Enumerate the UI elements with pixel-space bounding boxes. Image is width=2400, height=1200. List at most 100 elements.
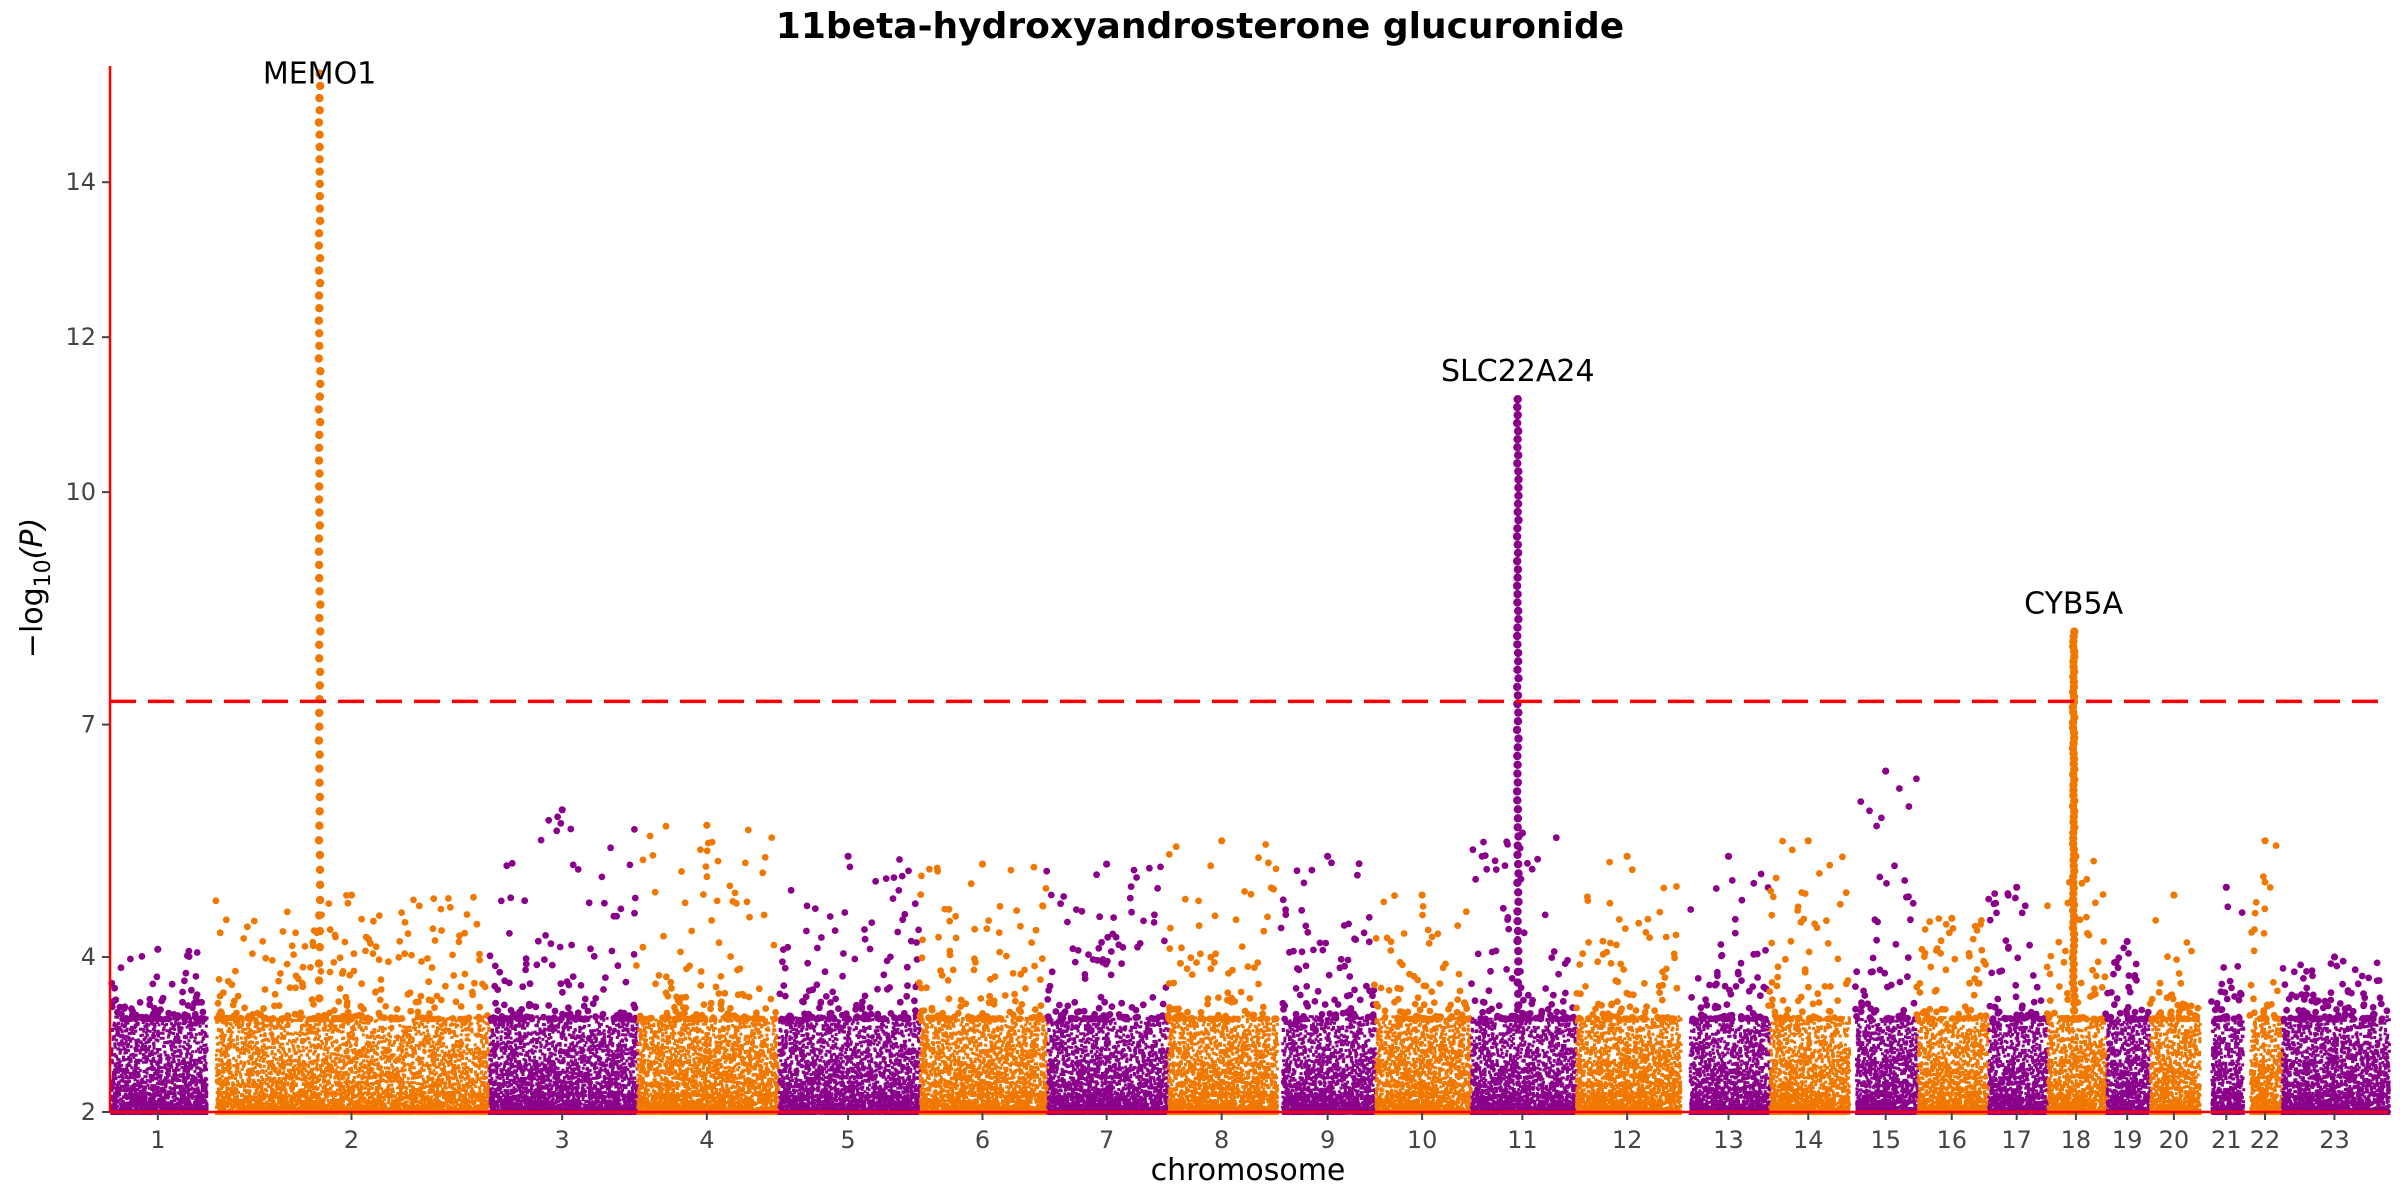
snp-point bbox=[781, 992, 789, 1000]
snp-point bbox=[213, 1014, 221, 1022]
snp-point bbox=[1726, 986, 1733, 994]
snp-point bbox=[1488, 1005, 1495, 1013]
snp-point bbox=[1514, 946, 1523, 956]
snp-point bbox=[1064, 1002, 1072, 1010]
hit-CYB5A-points bbox=[2068, 627, 2079, 1024]
snp-point bbox=[804, 959, 812, 967]
snp-point bbox=[215, 976, 223, 983]
snp-point bbox=[310, 1000, 317, 1008]
snp-point bbox=[2021, 902, 2029, 910]
snp-point bbox=[1377, 984, 1385, 992]
snp-point bbox=[1224, 989, 1232, 997]
snp-point bbox=[288, 942, 296, 950]
snp-point bbox=[457, 1003, 465, 1010]
snp-point bbox=[2090, 857, 2098, 865]
snp-point bbox=[818, 934, 825, 941]
snp-point bbox=[1468, 980, 1475, 988]
snp-point bbox=[1980, 957, 1987, 965]
snp-point bbox=[1232, 916, 1240, 924]
snp-point bbox=[492, 999, 499, 1007]
snp-point bbox=[507, 894, 515, 902]
snp-point bbox=[2026, 941, 2033, 949]
snp-point bbox=[1758, 1014, 1766, 1022]
snp-point bbox=[709, 1015, 716, 1022]
snp-point bbox=[1385, 987, 1393, 994]
snp-point bbox=[1826, 1008, 1834, 1015]
snp-point bbox=[1658, 996, 1666, 1004]
snp-point bbox=[398, 909, 405, 916]
snp-point bbox=[1514, 989, 1523, 998]
snp-point bbox=[1352, 936, 1360, 943]
snp-point bbox=[1479, 1008, 1486, 1016]
snp-point bbox=[2076, 916, 2084, 924]
chromosome-22-points bbox=[2246, 837, 2284, 1115]
snp-point bbox=[1425, 940, 1433, 947]
snp-point bbox=[1839, 853, 1846, 861]
snp-point bbox=[1982, 1012, 1990, 1019]
x-tick-label-chr-12: 12 bbox=[1612, 1126, 1643, 1154]
snp-point bbox=[2275, 1015, 2282, 1023]
snp-point bbox=[262, 954, 270, 962]
snp-point bbox=[2301, 1015, 2308, 1023]
snp-point bbox=[707, 1005, 714, 1013]
snp-point bbox=[1972, 1014, 1979, 1022]
snp-point bbox=[1738, 977, 1745, 984]
snp-point bbox=[2012, 993, 2020, 1001]
snp-point bbox=[2132, 960, 2140, 968]
snp-point bbox=[859, 998, 866, 1006]
snp-point bbox=[990, 997, 998, 1005]
snp-point bbox=[1052, 1008, 1060, 1015]
snp-point bbox=[1842, 889, 1850, 897]
snp-point bbox=[861, 926, 868, 933]
chromosome-17-band bbox=[1987, 1015, 2050, 1115]
snp-point bbox=[314, 266, 324, 275]
snp-point bbox=[1966, 952, 1973, 960]
snp-point bbox=[315, 304, 324, 313]
snp-point bbox=[916, 1013, 924, 1020]
snp-point bbox=[1988, 969, 1996, 977]
snp-point bbox=[497, 897, 505, 905]
snp-point bbox=[1012, 997, 1019, 1005]
snp-point bbox=[1181, 895, 1189, 903]
snp-point bbox=[1455, 970, 1463, 978]
snp-point bbox=[1702, 996, 1709, 1003]
snp-point bbox=[1528, 865, 1536, 873]
snp-point bbox=[521, 897, 529, 905]
snp-point bbox=[1717, 941, 1725, 948]
snp-point bbox=[554, 813, 561, 821]
snp-point bbox=[1126, 894, 1134, 902]
snp-point bbox=[955, 1009, 962, 1017]
snp-point bbox=[1973, 966, 1981, 973]
snp-point bbox=[972, 958, 979, 966]
x-tick-label-chr-20: 20 bbox=[2159, 1126, 2190, 1154]
snp-point bbox=[1644, 915, 1652, 923]
snp-point bbox=[165, 1009, 173, 1017]
snp-point bbox=[895, 887, 903, 894]
snp-point bbox=[741, 859, 749, 867]
snp-point bbox=[1282, 906, 1289, 914]
snp-point bbox=[1513, 682, 1522, 692]
snp-point bbox=[1231, 998, 1239, 1005]
snp-point bbox=[1281, 1015, 1289, 1023]
snp-point bbox=[526, 980, 534, 988]
snp-point bbox=[542, 932, 549, 939]
snp-point bbox=[2268, 1001, 2275, 1008]
snp-point bbox=[315, 430, 324, 440]
snp-point bbox=[915, 926, 922, 934]
snp-point bbox=[1334, 1001, 1342, 1008]
snp-point bbox=[1325, 971, 1333, 979]
snp-point bbox=[1573, 990, 1581, 997]
snp-point bbox=[508, 859, 516, 867]
snp-point bbox=[1038, 955, 1046, 962]
snp-point bbox=[2029, 972, 2037, 979]
snp-point bbox=[1369, 1011, 1377, 1018]
snp-point bbox=[2004, 891, 2012, 899]
snp-point bbox=[1112, 933, 1120, 941]
snp-point bbox=[1978, 946, 1986, 954]
snp-point bbox=[1030, 863, 1038, 871]
snp-point bbox=[1081, 975, 1089, 982]
snp-point bbox=[2068, 978, 2078, 988]
snp-point bbox=[1656, 908, 1664, 916]
